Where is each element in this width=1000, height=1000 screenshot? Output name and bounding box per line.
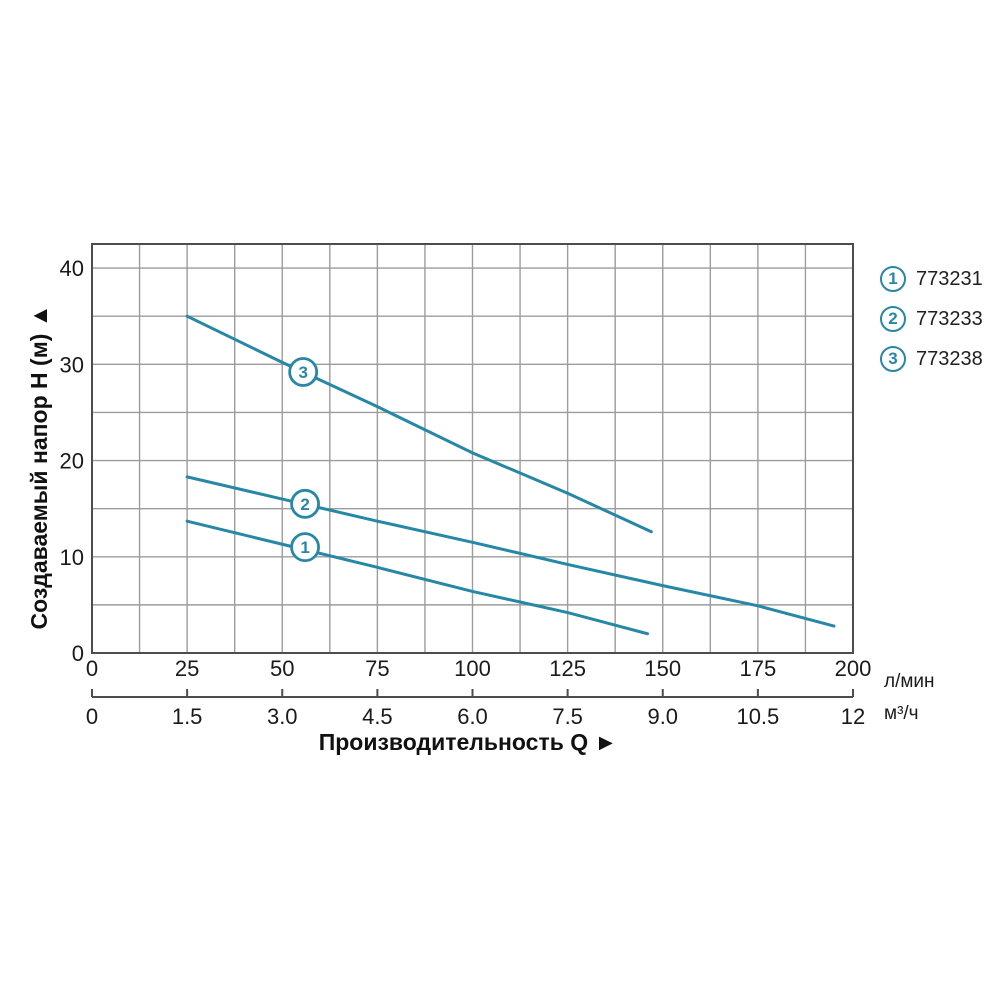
x-axis-secondary: 0 1.5 3.0 4.5 6.0 7.5 9.0 10.5 12 xyxy=(86,689,865,729)
x-tick-label: 125 xyxy=(549,656,586,681)
curve-marker-number: 2 xyxy=(300,495,309,514)
secondary-x-tick-label: 9.0 xyxy=(647,704,678,729)
curve-markers: 1 2 3 xyxy=(288,357,320,563)
curve-marker-3-icon xyxy=(288,357,319,387)
x-tick-label: 175 xyxy=(740,656,777,681)
legend-item: 2 773233 xyxy=(880,306,983,332)
grid-lines xyxy=(92,244,853,653)
x-tick-label: 25 xyxy=(175,656,199,681)
curve-773231 xyxy=(185,519,650,636)
curve-marker-1-icon xyxy=(290,532,320,563)
x-tick-label: 200 xyxy=(835,656,872,681)
x-tick-label: 50 xyxy=(270,656,294,681)
legend-item: 1 773231 xyxy=(880,266,983,292)
secondary-x-tick-label: 1.5 xyxy=(172,704,203,729)
x-axis-title: Производительность Q ► xyxy=(319,729,618,755)
x-axis-primary-tick-labels: 0 25 50 75 100 125 150 175 200 xyxy=(86,656,871,681)
legend-marker-3-icon: 3 xyxy=(880,346,906,372)
secondary-x-tick-label: 7.5 xyxy=(552,704,583,729)
curve-marker-2-icon xyxy=(290,488,320,519)
y-tick-label: 10 xyxy=(60,545,84,570)
x-axis-secondary-unit: м³/ч xyxy=(884,703,919,724)
x-axis-primary-unit: л/мин xyxy=(884,671,935,692)
secondary-x-tick-label: 12 xyxy=(841,704,865,729)
legend-marker-2-icon: 2 xyxy=(880,306,906,332)
curve-marker-number: 3 xyxy=(298,363,307,382)
secondary-x-tick-label: 4.5 xyxy=(362,704,393,729)
x-tick-label: 0 xyxy=(86,656,98,681)
x-tick-label: 75 xyxy=(365,656,389,681)
legend-marker-1-icon: 1 xyxy=(880,266,906,292)
y-axis-tick-labels: 0 10 20 30 40 xyxy=(60,256,84,666)
y-tick-label: 40 xyxy=(60,256,84,281)
curve-773233 xyxy=(185,475,836,628)
y-tick-label: 30 xyxy=(60,352,84,377)
secondary-x-tick-label: 3.0 xyxy=(267,704,298,729)
secondary-x-tick-label: 6.0 xyxy=(457,704,488,729)
y-axis-title: Создаваемый напор H (м) ▲ xyxy=(26,304,52,629)
curve-773238 xyxy=(185,314,653,534)
x-tick-label: 150 xyxy=(644,656,681,681)
legend-label-773238: 773238 xyxy=(916,347,983,370)
y-tick-label: 0 xyxy=(72,641,84,666)
secondary-x-tick-label: 10.5 xyxy=(736,704,779,729)
plot-border xyxy=(91,243,854,654)
curve-marker-number: 1 xyxy=(300,538,309,557)
legend: 1 773231 2 773233 3 773238 xyxy=(880,266,983,372)
x-tick-label: 100 xyxy=(454,656,491,681)
legend-label-773231: 773231 xyxy=(916,267,983,290)
secondary-x-tick-label: 0 xyxy=(86,704,98,729)
legend-label-773233: 773233 xyxy=(916,307,983,330)
y-tick-label: 20 xyxy=(60,449,84,474)
legend-item: 3 773238 xyxy=(880,346,983,372)
